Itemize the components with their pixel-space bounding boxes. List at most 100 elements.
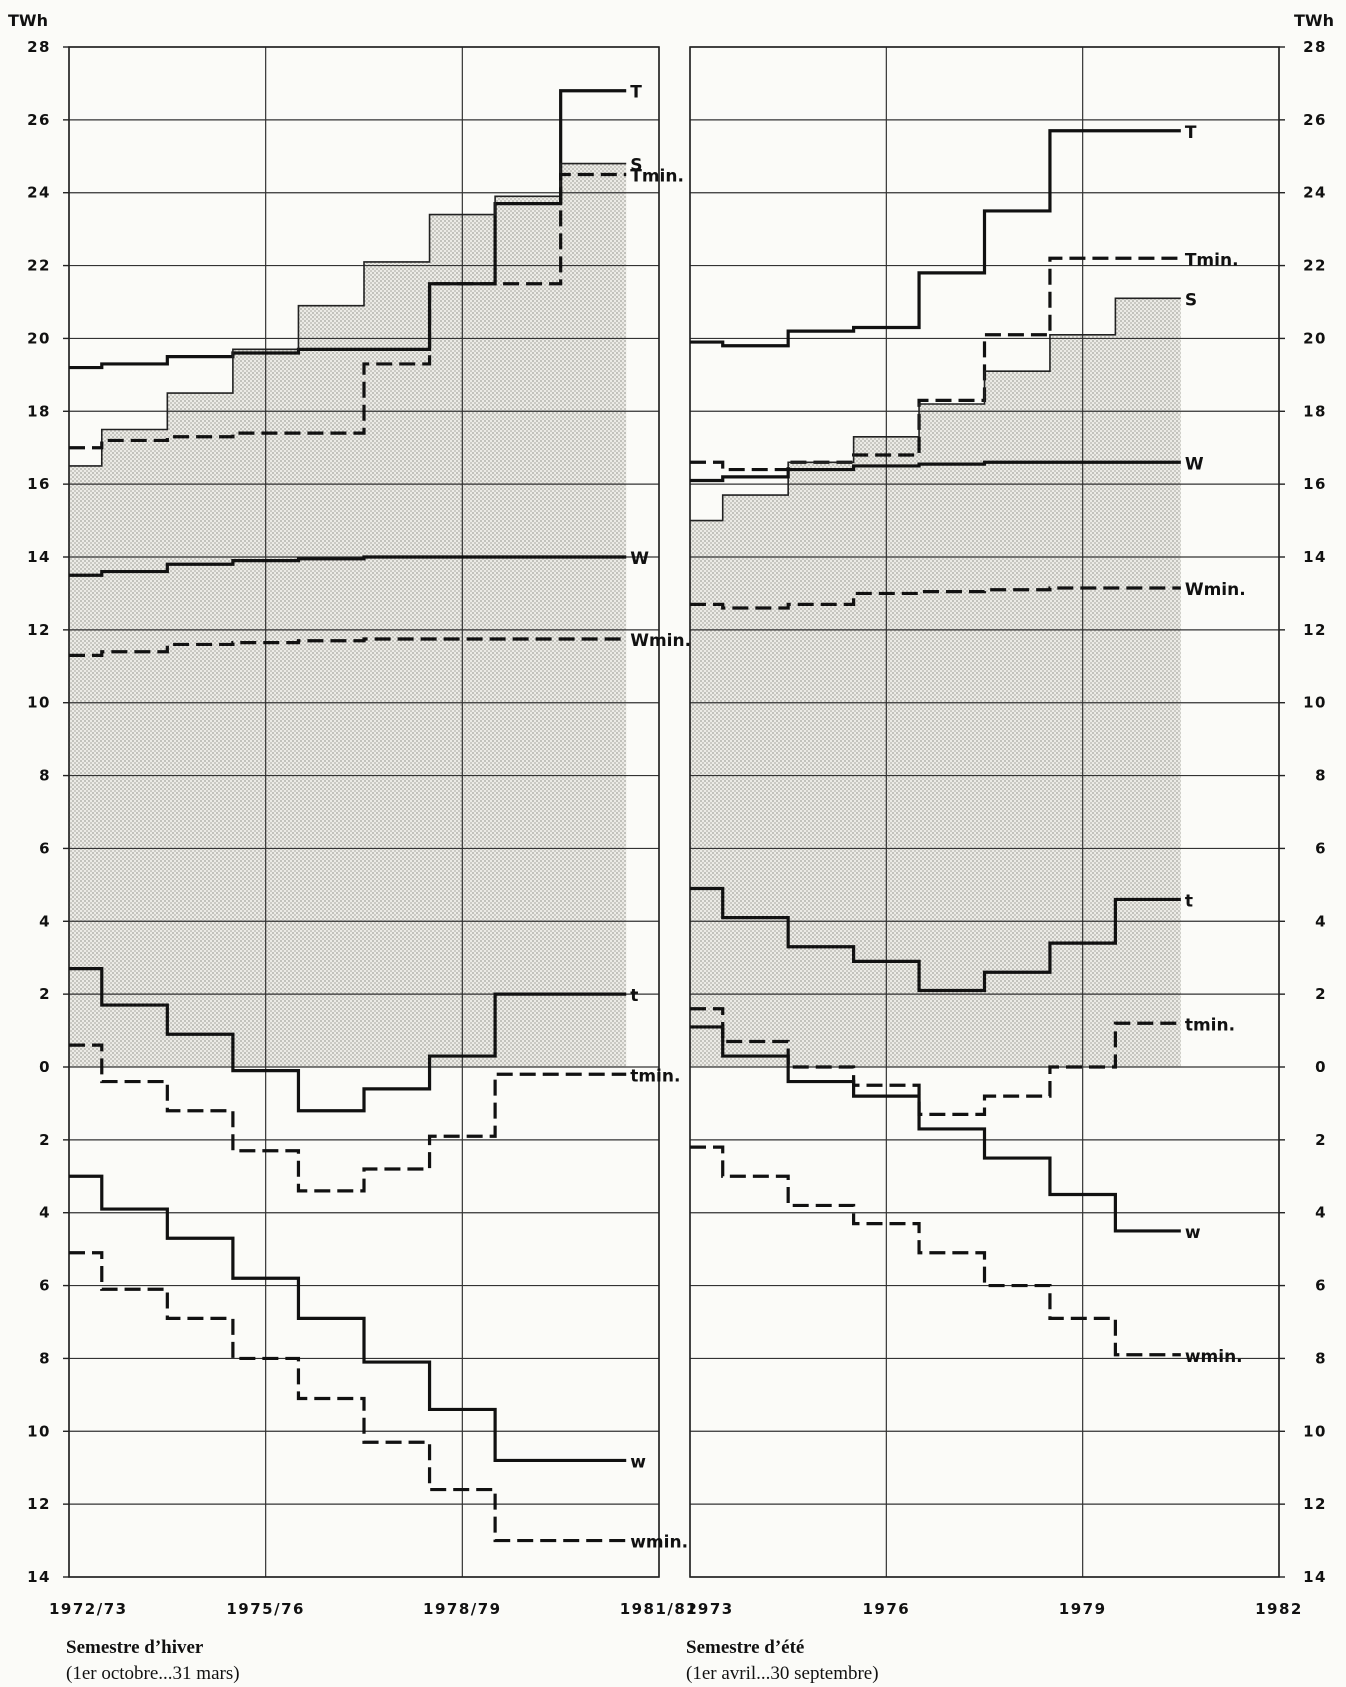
winter-y-tick-label: 20 (27, 329, 51, 347)
summer-y-tick-label: 10 (1303, 694, 1327, 712)
winter-y-tick-label: 2 (39, 985, 51, 1003)
winter-series-w (69, 1174, 627, 1463)
summer-x-tick-label: 1976 (862, 1600, 910, 1618)
winter-series-Tmin. (69, 172, 627, 450)
winter-y-tick-label: 28 (27, 38, 51, 56)
summer-series-wmin. (690, 1145, 1181, 1357)
winter-y-tick-label: 12 (27, 1495, 51, 1513)
summer-y-tick-label: 4 (1315, 1204, 1327, 1222)
winter-panel: 28262422201816141210864202468101214TWh19… (8, 11, 699, 1618)
summer-y-tick-label: 22 (1303, 257, 1327, 275)
summer-y-tick-label: 0 (1315, 1058, 1327, 1076)
winter-caption-title: Semestre d’hiver (66, 1637, 204, 1658)
summer-series-label-Wmin.: Wmin. (1185, 580, 1246, 600)
winter-y-tick-label: 0 (39, 1058, 51, 1076)
winter-series-label-T: T (630, 83, 642, 103)
summer-panel: 28262422201816141210864202468101214TWh19… (686, 11, 1334, 1618)
summer-y-tick-label: 12 (1303, 621, 1327, 639)
winter-y-tick-label: 6 (39, 1277, 51, 1295)
summer-y-tick-label: 2 (1315, 1131, 1327, 1149)
summer-series-label-T: T (1185, 123, 1197, 143)
winter-series-label-S: S (630, 156, 642, 176)
summer-shaded-area-S (690, 298, 1181, 1067)
summer-y-tick-label: 14 (1303, 1568, 1327, 1586)
winter-series-label-wmin.: wmin. (630, 1533, 688, 1553)
winter-x-tick-label: 1981/82 (620, 1600, 699, 1618)
winter-series-Wmin. (69, 637, 627, 657)
winter-y-tick-label: 16 (27, 475, 51, 493)
winter-y-tick-label: 2 (39, 1131, 51, 1149)
winter-y-tick-label: 24 (27, 184, 51, 202)
winter-frame (68, 46, 660, 1578)
summer-y-tick-label: 24 (1303, 184, 1327, 202)
winter-series-W (69, 555, 627, 577)
summer-y-tick-label: 20 (1303, 329, 1327, 347)
winter-series-label-tmin.: tmin. (630, 1066, 680, 1086)
winter-series-label-t: t (630, 986, 638, 1006)
summer-series-label-W: W (1185, 454, 1204, 474)
summer-caption: Semestre d’été (1er avril...30 septembre… (686, 1635, 879, 1687)
summer-series-W (690, 460, 1181, 483)
summer-series-w (690, 1025, 1181, 1233)
winter-y-tick-label: 10 (27, 694, 51, 712)
winter-series-label-Tmin.: Tmin. (630, 167, 684, 187)
winter-series-label-w: w (630, 1452, 646, 1472)
winter-unit-label: TWh (8, 11, 48, 30)
summer-y-tick-label: 6 (1315, 1277, 1327, 1295)
summer-y-tick-label: 8 (1315, 767, 1327, 785)
summer-series-Wmin. (690, 586, 1181, 610)
winter-y-tick-label: 12 (27, 621, 51, 639)
summer-y-tick-label: 8 (1315, 1349, 1327, 1367)
summer-series-Tmin. (690, 256, 1181, 472)
winter-y-tick-label: 4 (39, 1204, 51, 1222)
summer-caption-subtitle: (1er avril...30 septembre) (686, 1663, 879, 1684)
summer-x-tick-label: 1979 (1059, 1600, 1107, 1618)
winter-y-tick-label: 6 (39, 839, 51, 857)
winter-series-S-edge (69, 162, 627, 467)
summer-y-tick-label: 18 (1303, 402, 1327, 420)
winter-series-wmin. (69, 1251, 627, 1543)
winter-series-tmin. (69, 1043, 627, 1193)
winter-series-t (69, 967, 627, 1113)
winter-y-tick-label: 10 (27, 1422, 51, 1440)
summer-series-label-Tmin.: Tmin. (1185, 250, 1239, 270)
summer-series-tmin. (690, 1007, 1181, 1116)
summer-y-tick-label: 16 (1303, 475, 1327, 493)
summer-y-tick-label: 2 (1315, 985, 1327, 1003)
summer-y-tick-label: 26 (1303, 111, 1327, 129)
summer-series-label-w: w (1185, 1223, 1201, 1243)
summer-y-tick-label: 10 (1303, 1422, 1327, 1440)
summer-x-tick-label: 1973 (686, 1600, 734, 1618)
summer-frame (689, 46, 1280, 1578)
summer-x-tick-label: 1982 (1255, 1600, 1303, 1618)
winter-y-tick-label: 4 (39, 912, 51, 930)
winter-y-tick-label: 22 (27, 257, 51, 275)
summer-series-label-t: t (1185, 891, 1193, 911)
summer-y-tick-label: 28 (1303, 38, 1327, 56)
winter-y-tick-label: 26 (27, 111, 51, 129)
summer-series-t (690, 886, 1181, 993)
summer-unit-label: TWh (1294, 11, 1334, 30)
summer-series-label-wmin.: wmin. (1185, 1347, 1243, 1367)
summer-series-S-edge (690, 297, 1181, 522)
winter-caption: Semestre d’hiver (1er octobre...31 mars) (66, 1635, 240, 1687)
summer-y-tick-label: 4 (1315, 912, 1327, 930)
winter-x-tick-label: 1975/76 (226, 1600, 305, 1618)
winter-y-tick-label: 8 (39, 767, 51, 785)
winter-y-tick-label: 8 (39, 1349, 51, 1367)
summer-series-label-S: S (1185, 290, 1197, 310)
summer-series-label-tmin.: tmin. (1185, 1015, 1235, 1035)
winter-caption-subtitle: (1er octobre...31 mars) (66, 1663, 240, 1684)
winter-y-tick-label: 14 (27, 548, 51, 566)
summer-series-T (690, 129, 1181, 348)
winter-x-tick-label: 1972/73 (49, 1600, 128, 1618)
winter-shaded-area-S (69, 163, 627, 1068)
summer-y-tick-label: 6 (1315, 839, 1327, 857)
winter-x-tick-label: 1978/79 (423, 1600, 502, 1618)
winter-series-label-W: W (630, 549, 649, 569)
summer-y-tick-label: 14 (1303, 548, 1327, 566)
winter-y-tick-label: 18 (27, 402, 51, 420)
winter-series-label-Wmin.: Wmin. (630, 631, 691, 651)
summer-caption-title: Semestre d’été (686, 1637, 805, 1658)
